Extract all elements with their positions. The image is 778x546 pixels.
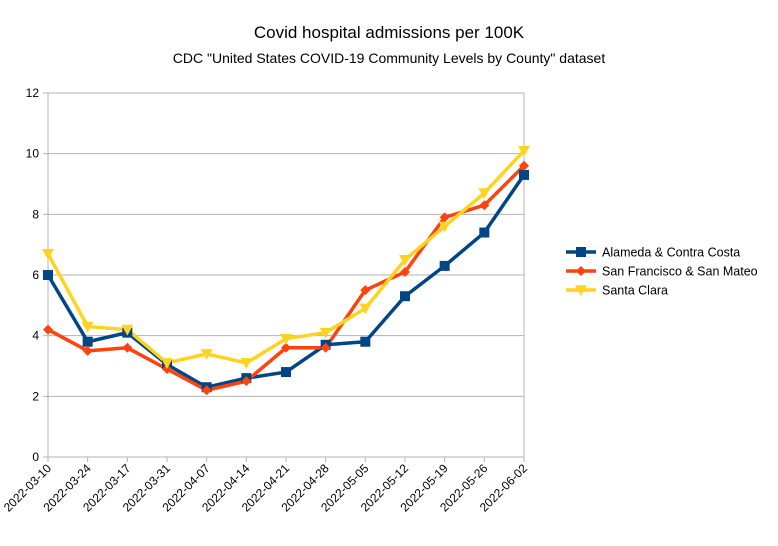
legend-label: Alameda & Contra Costa <box>602 246 740 260</box>
data-point-triangle <box>478 188 491 200</box>
data-point-diamond <box>281 342 291 353</box>
y-tick-label: 2 <box>32 389 39 403</box>
data-point-diamond <box>479 200 490 211</box>
series-markers <box>42 145 530 396</box>
y-axis-ticks: 0 2 4 6 8 10 12 <box>26 86 40 464</box>
data-point-triangle <box>42 248 54 260</box>
y-tick-label: 10 <box>26 147 40 161</box>
series-line <box>46 149 526 365</box>
y-tick-label: 8 <box>32 207 39 221</box>
data-point-triangle <box>240 358 253 369</box>
data-point-triangle <box>575 285 587 296</box>
legend-label: San Francisco & San Mateo <box>602 265 758 279</box>
data-point-square <box>519 169 529 180</box>
y-tick-label: 0 <box>32 450 39 464</box>
chart-subtitle: CDC "United States COVID-19 Community Le… <box>173 50 606 66</box>
data-point-square <box>479 227 490 238</box>
data-point-triangle <box>518 145 530 157</box>
data-point-triangle <box>399 255 411 266</box>
data-point-triangle <box>359 303 372 315</box>
y-tick-label: 12 <box>26 86 40 100</box>
data-point-square <box>576 247 586 257</box>
data-point-diamond <box>241 376 252 387</box>
data-point-diamond <box>201 385 212 396</box>
data-point-triangle <box>81 321 94 333</box>
data-point-diamond <box>320 342 331 353</box>
series-line <box>46 173 526 389</box>
data-point-triangle <box>319 327 332 339</box>
data-point-diamond <box>439 212 450 223</box>
data-point-square <box>43 270 53 280</box>
data-point-diamond <box>400 266 410 277</box>
data-point-diamond <box>360 285 371 296</box>
data-point-diamond <box>162 364 172 375</box>
chart-title: Covid hospital admissions per 100K <box>254 23 525 42</box>
legend-label: Santa Clara <box>602 284 668 298</box>
data-point-square <box>439 260 450 271</box>
data-point-triangle <box>438 221 451 233</box>
data-point-square <box>360 336 371 347</box>
gridlines <box>48 92 524 458</box>
data-point-diamond <box>519 160 529 171</box>
data-point-triangle <box>200 349 213 360</box>
series-lines <box>46 149 526 393</box>
data-point-diamond <box>82 345 93 356</box>
data-point-triangle <box>121 324 134 336</box>
data-point-triangle <box>280 333 292 345</box>
data-point-diamond <box>43 324 53 335</box>
data-point-square <box>281 367 291 378</box>
data-point-triangle <box>161 358 173 369</box>
legend: Alameda & Contra Costa San Francisco & Sa… <box>566 246 758 298</box>
data-point-diamond <box>576 266 586 276</box>
data-point-square <box>400 291 410 302</box>
legend-entry: Santa Clara <box>566 284 668 298</box>
y-tick-label: 6 <box>32 268 39 282</box>
x-axis-ticks: 2022-03-102022-03-242022-03-172022-03-31… <box>1 461 531 515</box>
y-tick-label: 4 <box>32 329 39 343</box>
data-point-diamond <box>122 342 133 353</box>
legend-entry: Alameda & Contra Costa <box>566 246 740 260</box>
axes <box>43 92 525 462</box>
series-line <box>47 164 526 393</box>
legend-entry: San Francisco & San Mateo <box>566 265 758 279</box>
data-point-square <box>82 336 93 347</box>
